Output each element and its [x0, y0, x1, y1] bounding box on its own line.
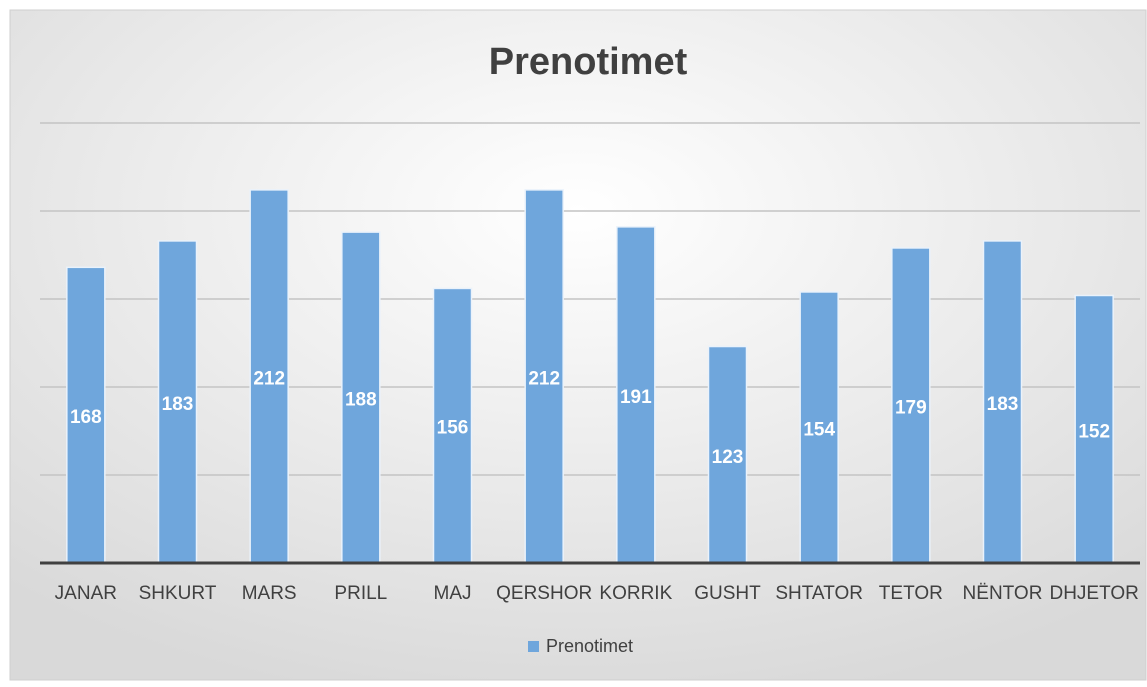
chart-background — [9, 9, 1147, 681]
x-tick-label: MAJ — [434, 583, 472, 604]
data-label: 152 — [1078, 421, 1110, 442]
x-tick-label: JANAR — [55, 583, 117, 604]
bar — [249, 189, 289, 564]
chart-title: Prenotimet — [489, 41, 688, 83]
bar — [1074, 294, 1114, 564]
x-tick-label: QERSHOR — [496, 583, 592, 604]
x-tick-label: PRILL — [334, 583, 387, 604]
data-label: 123 — [712, 447, 744, 468]
x-tick-label: SHKURT — [139, 583, 217, 604]
x-tick-label: GUSHT — [694, 583, 761, 604]
bar — [157, 240, 198, 564]
data-label: 191 — [620, 387, 652, 408]
data-label: 168 — [70, 407, 102, 428]
bar — [891, 247, 931, 564]
bar — [524, 189, 564, 564]
data-label: 183 — [162, 394, 194, 415]
x-tick-label: KORRIK — [599, 583, 672, 604]
x-tick-label: SHTATOR — [775, 583, 863, 604]
x-tick-label: MARS — [242, 583, 297, 604]
bar — [341, 231, 381, 564]
data-label: 154 — [803, 419, 835, 440]
data-label: 156 — [437, 418, 469, 439]
bar — [799, 291, 839, 564]
bar — [616, 226, 656, 564]
data-label: 179 — [895, 397, 927, 418]
bar — [432, 287, 473, 564]
data-label: 212 — [528, 368, 560, 389]
data-label: 183 — [987, 394, 1019, 415]
data-label: 188 — [345, 390, 377, 411]
data-label: 212 — [253, 368, 285, 389]
bar — [982, 240, 1023, 564]
legend-swatch — [528, 641, 539, 652]
x-tick-label: TETOR — [879, 583, 943, 604]
bar — [66, 266, 106, 564]
x-tick-label: NËNTOR — [963, 583, 1043, 604]
x-tick-label: DHJETOR — [1049, 583, 1138, 604]
legend-label: Prenotimet — [546, 636, 633, 656]
